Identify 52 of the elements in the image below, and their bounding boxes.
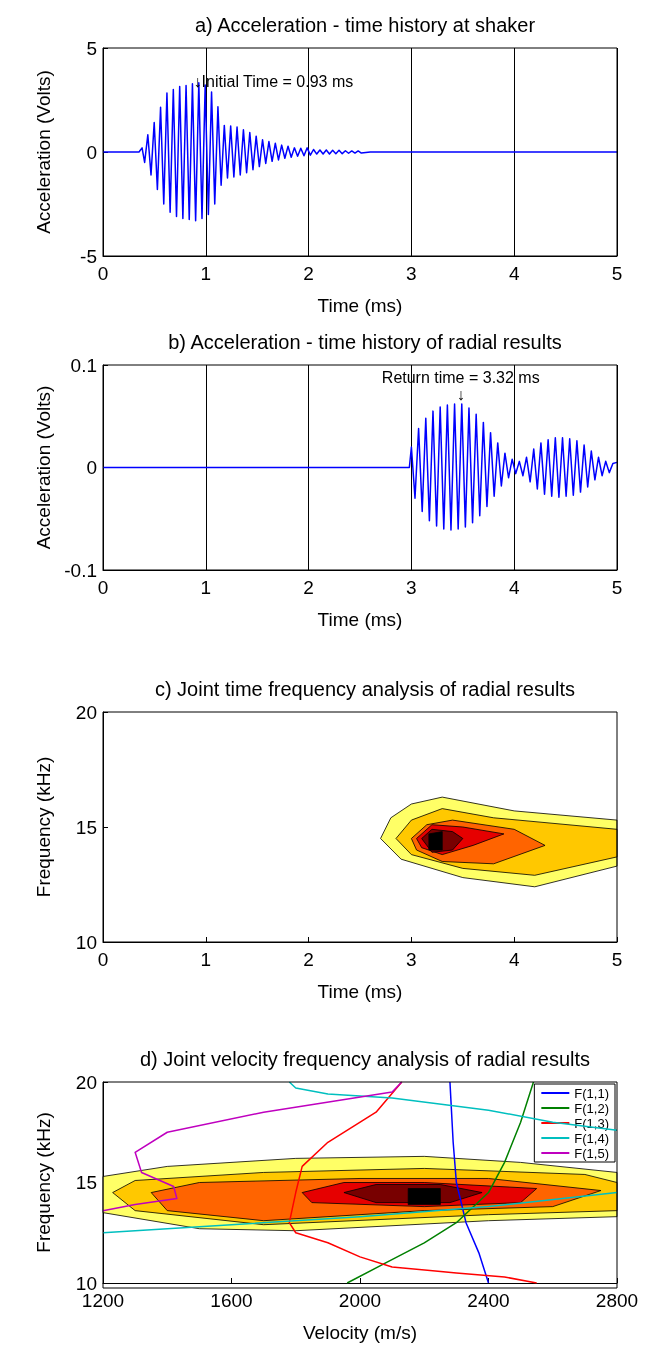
chart-title: c) Joint time frequency analysis of radial results (154, 678, 576, 700)
x-tick-label: 2 (303, 263, 314, 284)
y-axis-title: Frequency (kHz) (33, 756, 54, 898)
x-tick-label: 4 (508, 263, 520, 284)
legend-label: F(1,4) (574, 1130, 609, 1146)
legend-label: F(1,2) (574, 1100, 609, 1116)
y-tick-label: 0 (86, 457, 97, 478)
x-tick-label: 1 (200, 577, 212, 598)
line-series (102, 1081, 403, 1212)
x-tick-label: 2 (303, 577, 314, 598)
x-tick-label: 2000 (338, 1290, 382, 1311)
x-tick-label: 4 (508, 577, 520, 598)
legend-label: F(1,3) (574, 1115, 609, 1131)
y-tick-label: 20 (75, 701, 97, 723)
line-series (102, 403, 618, 531)
x-tick-label: 1 (200, 949, 212, 970)
x-axis-title: Time (ms) (317, 981, 403, 1002)
line-series (288, 1081, 538, 1284)
y-tick-label: 15 (75, 816, 97, 838)
x-tick-label: 2800 (595, 1290, 639, 1311)
x-tick-label: 1600 (210, 1290, 253, 1311)
y-axis-title: Acceleration (Volts) (33, 385, 54, 550)
legend-label: F(1,1) (574, 1085, 609, 1101)
y-tick-label: 0 (86, 141, 97, 163)
chart-title: b) Acceleration - time history of radial results (168, 331, 562, 353)
x-tick-label: 3 (406, 577, 417, 598)
x-axis-title: Time (ms) (317, 609, 403, 630)
y-tick-label: 10 (75, 931, 97, 953)
y-axis-title: Frequency (kHz) (33, 1112, 54, 1253)
y-axis-title: Acceleration (Volts) (33, 70, 54, 234)
x-tick-label: 3 (406, 949, 417, 970)
y-tick-label: 15 (75, 1172, 97, 1193)
line-series (449, 1081, 490, 1284)
y-tick-label: -5 (80, 245, 97, 267)
x-axis-title: Velocity (m/s) (302, 1322, 418, 1343)
x-tick-label: 2400 (467, 1290, 510, 1311)
x-tick-label: 4 (508, 949, 520, 970)
x-axis-title: Time (ms) (317, 295, 403, 316)
legend-label: F(1,5) (574, 1145, 609, 1161)
chart-title: a) Acceleration - time history at shaker (194, 14, 536, 36)
line-series (346, 1081, 535, 1284)
y-tick-label: -0.1 (64, 559, 97, 581)
y-tick-label: 5 (86, 37, 97, 59)
chart-title: d) Joint velocity frequency analysis of radial results (139, 1048, 591, 1070)
x-tick-label: 3 (406, 263, 417, 284)
y-tick-label: 20 (75, 1071, 97, 1093)
x-tick-label: 5 (611, 263, 623, 284)
x-tick-label: 2 (303, 949, 314, 970)
y-tick-label: 0.1 (70, 354, 97, 376)
x-tick-label: 5 (611, 949, 623, 970)
x-tick-label: 1 (200, 263, 212, 284)
x-tick-label: 5 (611, 577, 623, 598)
